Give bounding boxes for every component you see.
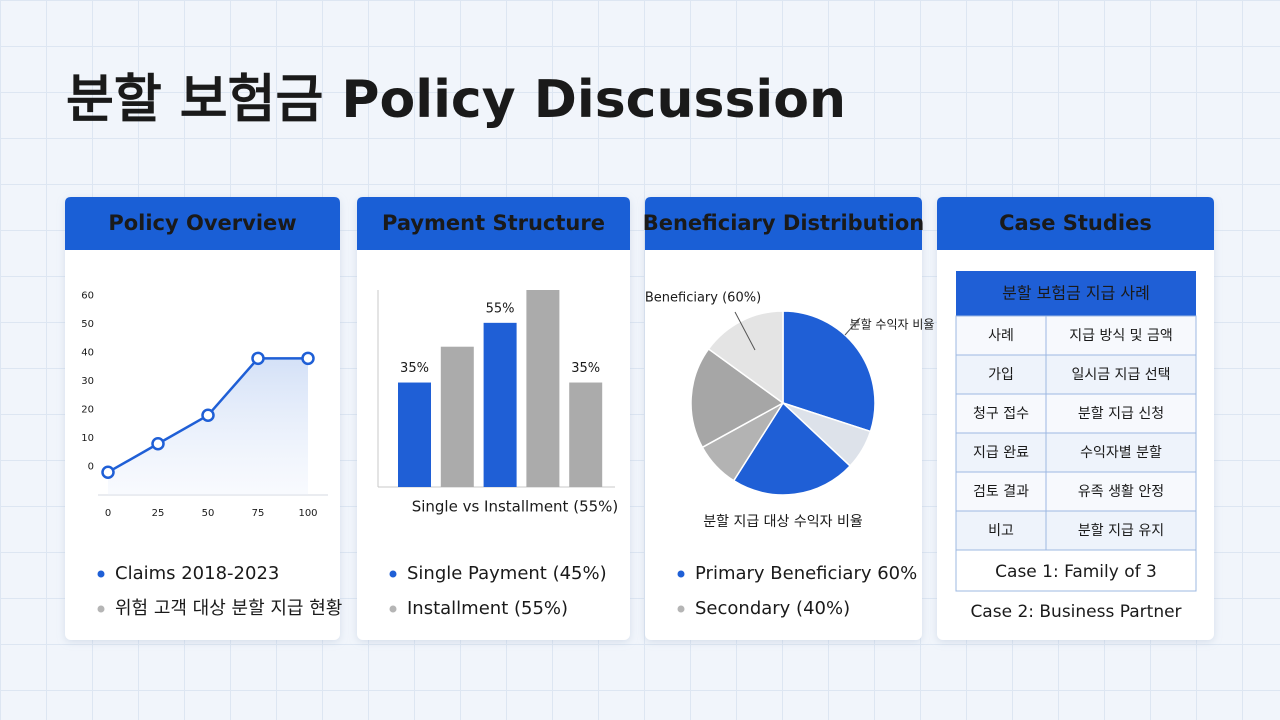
y-tick-label: 60 [81, 291, 94, 302]
x-axis-label: Single vs Installment (55%) [412, 498, 619, 516]
x-tick-label: 0 [105, 508, 111, 519]
line-point [301, 351, 315, 366]
pie-slice [707, 310, 784, 405]
legend-text: Installment (55%) [407, 598, 568, 619]
card-header-bg [645, 197, 922, 250]
card-header-bg [937, 197, 1214, 250]
table-cell: 분할 지급 신청 [1078, 406, 1164, 422]
card-header: Case Studies [999, 211, 1152, 235]
pie-annotation: 분할 수익자 비율 [850, 318, 935, 332]
table-cell: 가입 [988, 367, 1014, 383]
table-cell: 검토 결과 [973, 484, 1029, 500]
bar [526, 290, 560, 487]
line-point [151, 437, 165, 451]
line-point [201, 408, 215, 423]
table-cell: 청구 접수 [973, 406, 1029, 422]
bar [440, 346, 474, 487]
legend-bullet [97, 605, 105, 613]
card-header-bg [357, 197, 630, 250]
table-cell: 수익자별 분할 [1080, 445, 1162, 461]
legend-text: 위험 고객 대상 분할 지급 현황 [115, 598, 342, 619]
y-tick-label: 0 [88, 462, 94, 473]
page-title: 분할 보험금 Policy Discussion [66, 70, 846, 130]
bar [569, 382, 603, 487]
bar [483, 322, 517, 487]
table-cell: 사례 [988, 328, 1014, 344]
card-header: Payment Structure [382, 211, 605, 235]
bar-label: 55% [486, 301, 515, 316]
table-header: 분할 보험금 지급 사례 [1002, 284, 1150, 303]
line-point [251, 351, 265, 366]
x-tick-label: 50 [202, 508, 215, 519]
pie-slice [732, 401, 852, 496]
table-cell: 지급 완료 [973, 445, 1029, 461]
table-row [955, 510, 1197, 551]
line-point [101, 465, 115, 479]
table-row [955, 432, 1197, 473]
legend-text: Secondary (40%) [695, 598, 850, 619]
bar-label: 35% [571, 361, 600, 376]
bar-label: 35% [400, 361, 429, 376]
legend-bullet [389, 570, 397, 578]
pie-annotation: 분할 지급 대상 수익자 비율 [703, 514, 863, 530]
card-header-bg [65, 197, 340, 250]
x-tick-label: 75 [252, 508, 265, 519]
table-cell: 분할 지급 유지 [1078, 523, 1164, 539]
y-tick-label: 50 [81, 319, 94, 330]
card-header: Beneficiary Distribution [643, 211, 925, 235]
x-tick-label: 100 [298, 508, 317, 519]
legend-text: Primary Beneficiary 60% [695, 563, 917, 584]
pie-slice [782, 310, 876, 433]
card-header: Policy Overview [108, 211, 296, 235]
table-caption: Case 1: Family of 3 [995, 562, 1157, 582]
table-caption-box [955, 549, 1197, 592]
legend-bullet [677, 570, 685, 578]
table-cell: 지급 방식 및 금액 [1069, 328, 1173, 344]
x-tick-label: 25 [152, 508, 165, 519]
y-tick-label: 20 [81, 405, 94, 416]
table-header-bg [956, 271, 1196, 316]
leader-line [734, 311, 756, 351]
line-area [108, 358, 308, 495]
legend-text: Claims 2018-2023 [115, 563, 279, 584]
y-tick-label: 30 [81, 376, 94, 387]
table-cell: 비고 [988, 523, 1014, 539]
legend-bullet [677, 605, 685, 613]
table-caption: Case 2: Business Partner [970, 602, 1181, 622]
table-cell: 일시금 지급 선택 [1071, 367, 1170, 383]
pie-slice [690, 347, 785, 449]
table-row [955, 393, 1197, 434]
table-cell: 유족 생활 안정 [1078, 484, 1164, 500]
table-row [955, 471, 1197, 512]
legend-bullet [389, 605, 397, 613]
y-tick-label: 40 [81, 348, 94, 359]
legend-text: Single Payment (45%) [407, 563, 607, 584]
y-tick-label: 10 [81, 433, 94, 444]
table-row [955, 315, 1197, 356]
pie-annotation: Beneficiary (60%) [645, 291, 761, 306]
bar [398, 382, 431, 487]
leader-line [844, 317, 861, 336]
legend-bullet [97, 570, 105, 578]
